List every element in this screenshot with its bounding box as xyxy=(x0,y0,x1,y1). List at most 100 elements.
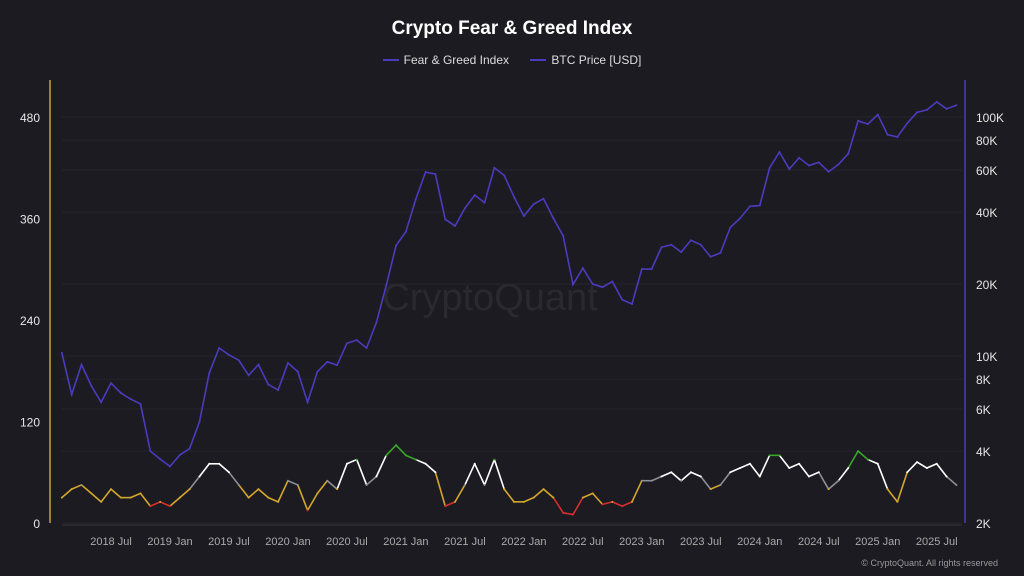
fear-greed-point xyxy=(532,496,535,499)
fear-greed-segment xyxy=(385,444,397,456)
fear-greed-point xyxy=(159,500,162,503)
btc-price-point xyxy=(247,374,250,377)
btc-price-point xyxy=(935,100,938,103)
x-tick-label: 2021 Jul xyxy=(444,536,486,548)
btc-price-point xyxy=(719,251,722,254)
fear-greed-segment xyxy=(592,492,604,505)
fear-greed-segment xyxy=(621,501,633,507)
fear-greed-point xyxy=(748,462,751,465)
fear-greed-point xyxy=(680,479,683,482)
fear-greed-point xyxy=(60,496,63,499)
fear-greed-segment xyxy=(405,454,417,461)
fear-greed-point xyxy=(542,488,545,491)
btc-price-point xyxy=(689,239,692,242)
fear-greed-point xyxy=(326,479,329,482)
copyright-footer: © CryptoQuant. All rights reserved xyxy=(861,558,998,568)
btc-price-point xyxy=(178,454,181,457)
fear-greed-segment xyxy=(788,463,800,469)
fear-greed-point xyxy=(404,454,407,457)
btc-price-point xyxy=(306,401,309,404)
fear-greed-segment xyxy=(612,501,623,507)
fear-greed-point xyxy=(572,513,575,516)
fear-greed-point xyxy=(385,454,388,457)
fear-greed-segment xyxy=(366,475,377,486)
fear-greed-segment xyxy=(552,497,564,514)
fear-greed-point xyxy=(178,496,181,499)
btc-price-point xyxy=(621,298,624,301)
fear-greed-segment xyxy=(729,467,741,473)
fear-greed-point xyxy=(630,500,633,503)
fear-greed-segment xyxy=(297,484,309,511)
left-tick-label: 120 xyxy=(20,416,40,430)
btc-price-point xyxy=(817,161,820,164)
fear-greed-segment xyxy=(778,454,790,469)
fear-greed-point xyxy=(866,458,869,461)
x-tick-label: 2020 Jul xyxy=(326,536,368,548)
fear-greed-segment xyxy=(473,463,486,486)
btc-price-point xyxy=(365,346,368,349)
fear-greed-segment xyxy=(139,492,151,507)
chart-title: Crypto Fear & Greed Index xyxy=(391,18,633,39)
btc-price-point xyxy=(591,283,594,286)
btc-price-point xyxy=(640,268,643,271)
btc-price-point xyxy=(90,384,93,387)
fear-greed-segment xyxy=(563,512,574,516)
legend-item-fear-greed[interactable]: Fear & Greed Index xyxy=(382,53,509,67)
btc-price-point xyxy=(876,113,879,116)
btc-price-point xyxy=(581,267,584,270)
fear-greed-segment xyxy=(896,471,908,503)
btc-price-point xyxy=(513,195,516,198)
btc-price-point xyxy=(778,151,781,154)
fear-greed-point xyxy=(208,462,211,465)
fear-greed-point xyxy=(257,488,260,491)
fear-greed-segment xyxy=(189,475,201,490)
fear-greed-point xyxy=(463,483,466,486)
fear-greed-point xyxy=(513,500,516,503)
fear-greed-point xyxy=(611,500,614,503)
fear-greed-segment xyxy=(700,475,712,490)
btc-price-point xyxy=(572,283,575,286)
fear-greed-segment xyxy=(631,480,643,503)
btc-price-point xyxy=(630,302,633,305)
btc-price-point xyxy=(257,363,260,366)
fear-greed-point xyxy=(237,483,240,486)
fear-greed-segment xyxy=(867,458,879,465)
fear-greed-point xyxy=(847,467,850,470)
legend: Fear & Greed Index BTC Price [USD] xyxy=(0,50,1024,67)
btc-price-point xyxy=(218,346,221,349)
btc-price-point xyxy=(709,255,712,258)
btc-price-point xyxy=(277,389,280,392)
fear-greed-segment xyxy=(110,488,122,499)
btc-price-point xyxy=(827,170,830,173)
fear-greed-segment xyxy=(916,461,928,469)
fear-greed-segment xyxy=(936,463,948,477)
fear-greed-segment xyxy=(857,450,869,461)
btc-price-point xyxy=(345,342,348,345)
fear-greed-point xyxy=(355,458,358,461)
fear-greed-segment xyxy=(130,492,141,499)
btc-price-point xyxy=(424,171,427,174)
btc-price-point xyxy=(807,164,810,167)
btc-price-point xyxy=(562,234,565,237)
fear-greed-point xyxy=(601,503,604,506)
btc-price-point xyxy=(60,351,63,354)
legend-item-btc-price[interactable]: BTC Price [USD] xyxy=(530,53,641,67)
right-tick-label: 8K xyxy=(976,373,991,387)
right-tick-label: 60K xyxy=(976,164,997,178)
fear-greed-segment xyxy=(159,501,171,507)
fear-greed-point xyxy=(345,462,348,465)
btc-price-point xyxy=(611,280,614,283)
fear-greed-point xyxy=(444,505,447,508)
fear-greed-segment xyxy=(739,463,751,469)
fear-greed-point xyxy=(473,462,476,465)
right-tick-label: 4K xyxy=(976,445,991,459)
x-tick-label: 2018 Jul xyxy=(90,536,132,548)
fear-greed-segment xyxy=(876,463,889,490)
x-tick-label: 2025 Jan xyxy=(855,536,900,548)
x-tick-label: 2024 Jul xyxy=(798,536,840,548)
btc-price-point xyxy=(296,370,299,373)
btc-price-point xyxy=(739,217,742,220)
btc-price-point xyxy=(866,123,869,126)
fear-greed-segment xyxy=(238,484,250,499)
fear-greed-point xyxy=(670,471,673,474)
